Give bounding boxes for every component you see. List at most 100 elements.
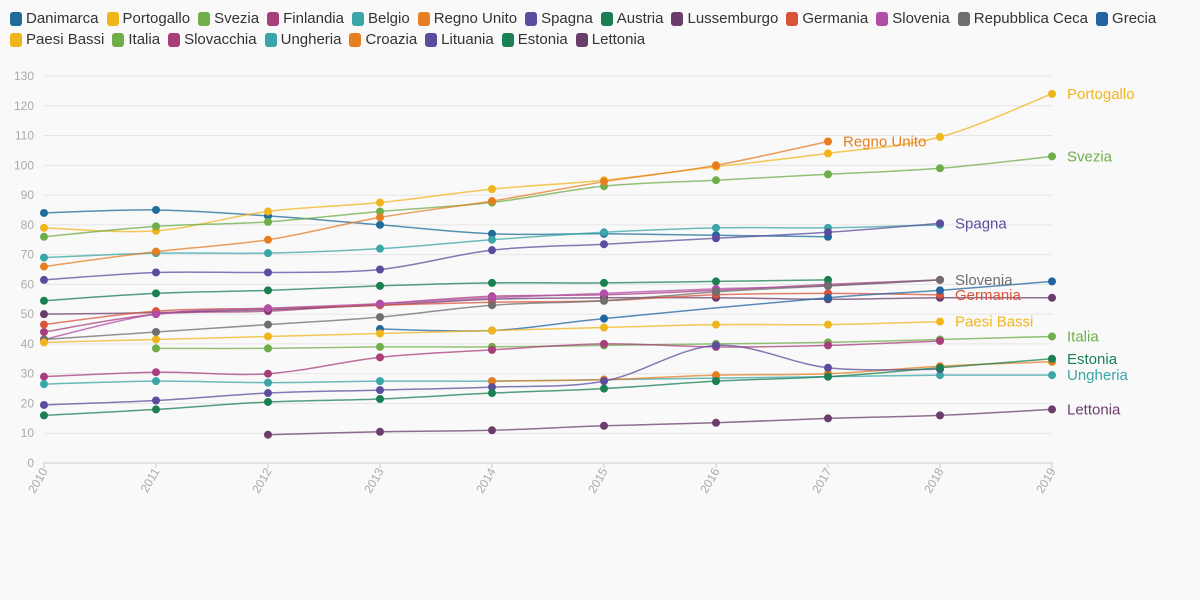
data-point-spagna[interactable]: [936, 219, 944, 228]
data-point-spagna[interactable]: [824, 228, 832, 237]
data-point-lettonia[interactable]: [1048, 405, 1056, 414]
legend-item-slovenia[interactable]: Slovenia: [876, 10, 950, 28]
data-point-repubblica-ceca[interactable]: [152, 328, 160, 337]
data-point-repubblica-ceca[interactable]: [936, 275, 944, 284]
data-point-grecia[interactable]: [824, 293, 832, 302]
data-point-ungheria[interactable]: [264, 378, 272, 387]
legend-item-ungheria[interactable]: Ungheria: [264, 31, 341, 49]
legend-item-danimarca[interactable]: Danimarca: [10, 10, 99, 28]
data-point-repubblica-ceca[interactable]: [712, 287, 720, 296]
data-point-repubblica-ceca[interactable]: [600, 296, 608, 305]
data-point-croazia[interactable]: [488, 377, 496, 386]
data-point-portogallo[interactable]: [488, 185, 496, 194]
data-point-regno-unito[interactable]: [152, 247, 160, 256]
data-point-slovacchia[interactable]: [40, 372, 48, 381]
data-point-austria[interactable]: [40, 296, 48, 305]
data-point-spagna[interactable]: [488, 246, 496, 255]
data-point-svezia[interactable]: [152, 222, 160, 231]
data-point-repubblica-ceca[interactable]: [376, 313, 384, 322]
legend-item-italia[interactable]: Italia: [112, 31, 160, 49]
data-point-lettonia[interactable]: [600, 421, 608, 430]
data-point-slovenia[interactable]: [488, 293, 496, 302]
data-point-estonia[interactable]: [936, 363, 944, 372]
data-point-italia[interactable]: [152, 344, 160, 353]
data-point-regno-unito[interactable]: [488, 197, 496, 206]
data-point-austria[interactable]: [264, 286, 272, 295]
data-point-lituania[interactable]: [712, 341, 720, 350]
data-point-svezia[interactable]: [1048, 152, 1056, 161]
data-point-lituania[interactable]: [824, 363, 832, 372]
data-point-danimarca[interactable]: [40, 208, 48, 217]
legend-item-lussemburgo[interactable]: Lussemburgo: [671, 10, 778, 28]
data-point-regno-unito[interactable]: [600, 177, 608, 186]
data-point-belgio[interactable]: [600, 228, 608, 237]
data-point-croazia[interactable]: [712, 371, 720, 380]
data-point-estonia[interactable]: [376, 394, 384, 403]
data-point-ungheria[interactable]: [376, 377, 384, 386]
data-point-paesi-bassi[interactable]: [712, 320, 720, 329]
data-point-regno-unito[interactable]: [824, 137, 832, 146]
data-point-portogallo[interactable]: [1048, 89, 1056, 98]
data-point-paesi-bassi[interactable]: [936, 317, 944, 326]
data-point-spagna[interactable]: [600, 240, 608, 249]
data-point-slovacchia[interactable]: [824, 341, 832, 350]
data-point-slovacchia[interactable]: [600, 339, 608, 348]
data-point-svezia[interactable]: [824, 170, 832, 179]
data-point-belgio[interactable]: [40, 253, 48, 262]
data-point-spagna[interactable]: [376, 265, 384, 274]
data-point-paesi-bassi[interactable]: [264, 332, 272, 341]
data-point-austria[interactable]: [712, 277, 720, 286]
data-point-lussemburgo[interactable]: [1048, 293, 1056, 302]
data-point-ungheria[interactable]: [936, 371, 944, 380]
data-point-ungheria[interactable]: [152, 377, 160, 386]
data-point-lettonia[interactable]: [264, 430, 272, 439]
data-point-slovacchia[interactable]: [152, 368, 160, 377]
data-point-spagna[interactable]: [264, 268, 272, 277]
data-point-portogallo[interactable]: [824, 149, 832, 158]
legend-item-spagna[interactable]: Spagna: [525, 10, 593, 28]
data-point-regno-unito[interactable]: [264, 235, 272, 244]
data-point-lituania[interactable]: [152, 396, 160, 405]
data-point-italia[interactable]: [376, 342, 384, 351]
data-point-estonia[interactable]: [488, 389, 496, 398]
data-point-slovenia[interactable]: [264, 304, 272, 313]
data-point-austria[interactable]: [376, 281, 384, 290]
legend-item-germania[interactable]: Germania: [786, 10, 868, 28]
legend-item-finlandia[interactable]: Finlandia: [267, 10, 344, 28]
data-point-estonia[interactable]: [264, 397, 272, 406]
data-point-grecia[interactable]: [936, 286, 944, 295]
data-point-ungheria[interactable]: [40, 380, 48, 389]
data-point-ungheria[interactable]: [1048, 371, 1056, 380]
data-point-slovacchia[interactable]: [488, 345, 496, 354]
data-point-estonia[interactable]: [600, 384, 608, 393]
data-point-lituania[interactable]: [376, 386, 384, 395]
data-point-spagna[interactable]: [152, 268, 160, 277]
data-point-portogallo[interactable]: [40, 223, 48, 232]
data-point-regno-unito[interactable]: [40, 262, 48, 271]
data-point-lettonia[interactable]: [376, 427, 384, 436]
data-point-austria[interactable]: [152, 289, 160, 298]
data-point-slovenia[interactable]: [376, 299, 384, 308]
legend-item-regno-unito[interactable]: Regno Unito: [417, 10, 517, 28]
data-point-estonia[interactable]: [40, 411, 48, 420]
data-point-svezia[interactable]: [936, 164, 944, 173]
data-point-paesi-bassi[interactable]: [488, 326, 496, 335]
legend-item-grecia[interactable]: Grecia: [1096, 10, 1156, 28]
data-point-paesi-bassi[interactable]: [600, 323, 608, 332]
legend-item-slovacchia[interactable]: Slovacchia: [168, 31, 257, 49]
data-point-estonia[interactable]: [824, 372, 832, 381]
data-point-svezia[interactable]: [40, 232, 48, 241]
data-point-slovenia[interactable]: [152, 310, 160, 319]
legend-item-belgio[interactable]: Belgio: [351, 10, 410, 28]
data-point-svezia[interactable]: [376, 207, 384, 216]
data-point-danimarca[interactable]: [376, 220, 384, 229]
data-point-lettonia[interactable]: [712, 418, 720, 427]
data-point-finlandia[interactable]: [40, 328, 48, 337]
data-point-paesi-bassi[interactable]: [824, 320, 832, 329]
legend-item-repubblica-ceca[interactable]: Repubblica Ceca: [957, 10, 1088, 28]
data-point-paesi-bassi[interactable]: [40, 338, 48, 347]
data-point-portogallo[interactable]: [264, 207, 272, 216]
data-point-italia[interactable]: [1048, 332, 1056, 341]
data-point-portogallo[interactable]: [376, 198, 384, 207]
data-point-repubblica-ceca[interactable]: [488, 301, 496, 310]
